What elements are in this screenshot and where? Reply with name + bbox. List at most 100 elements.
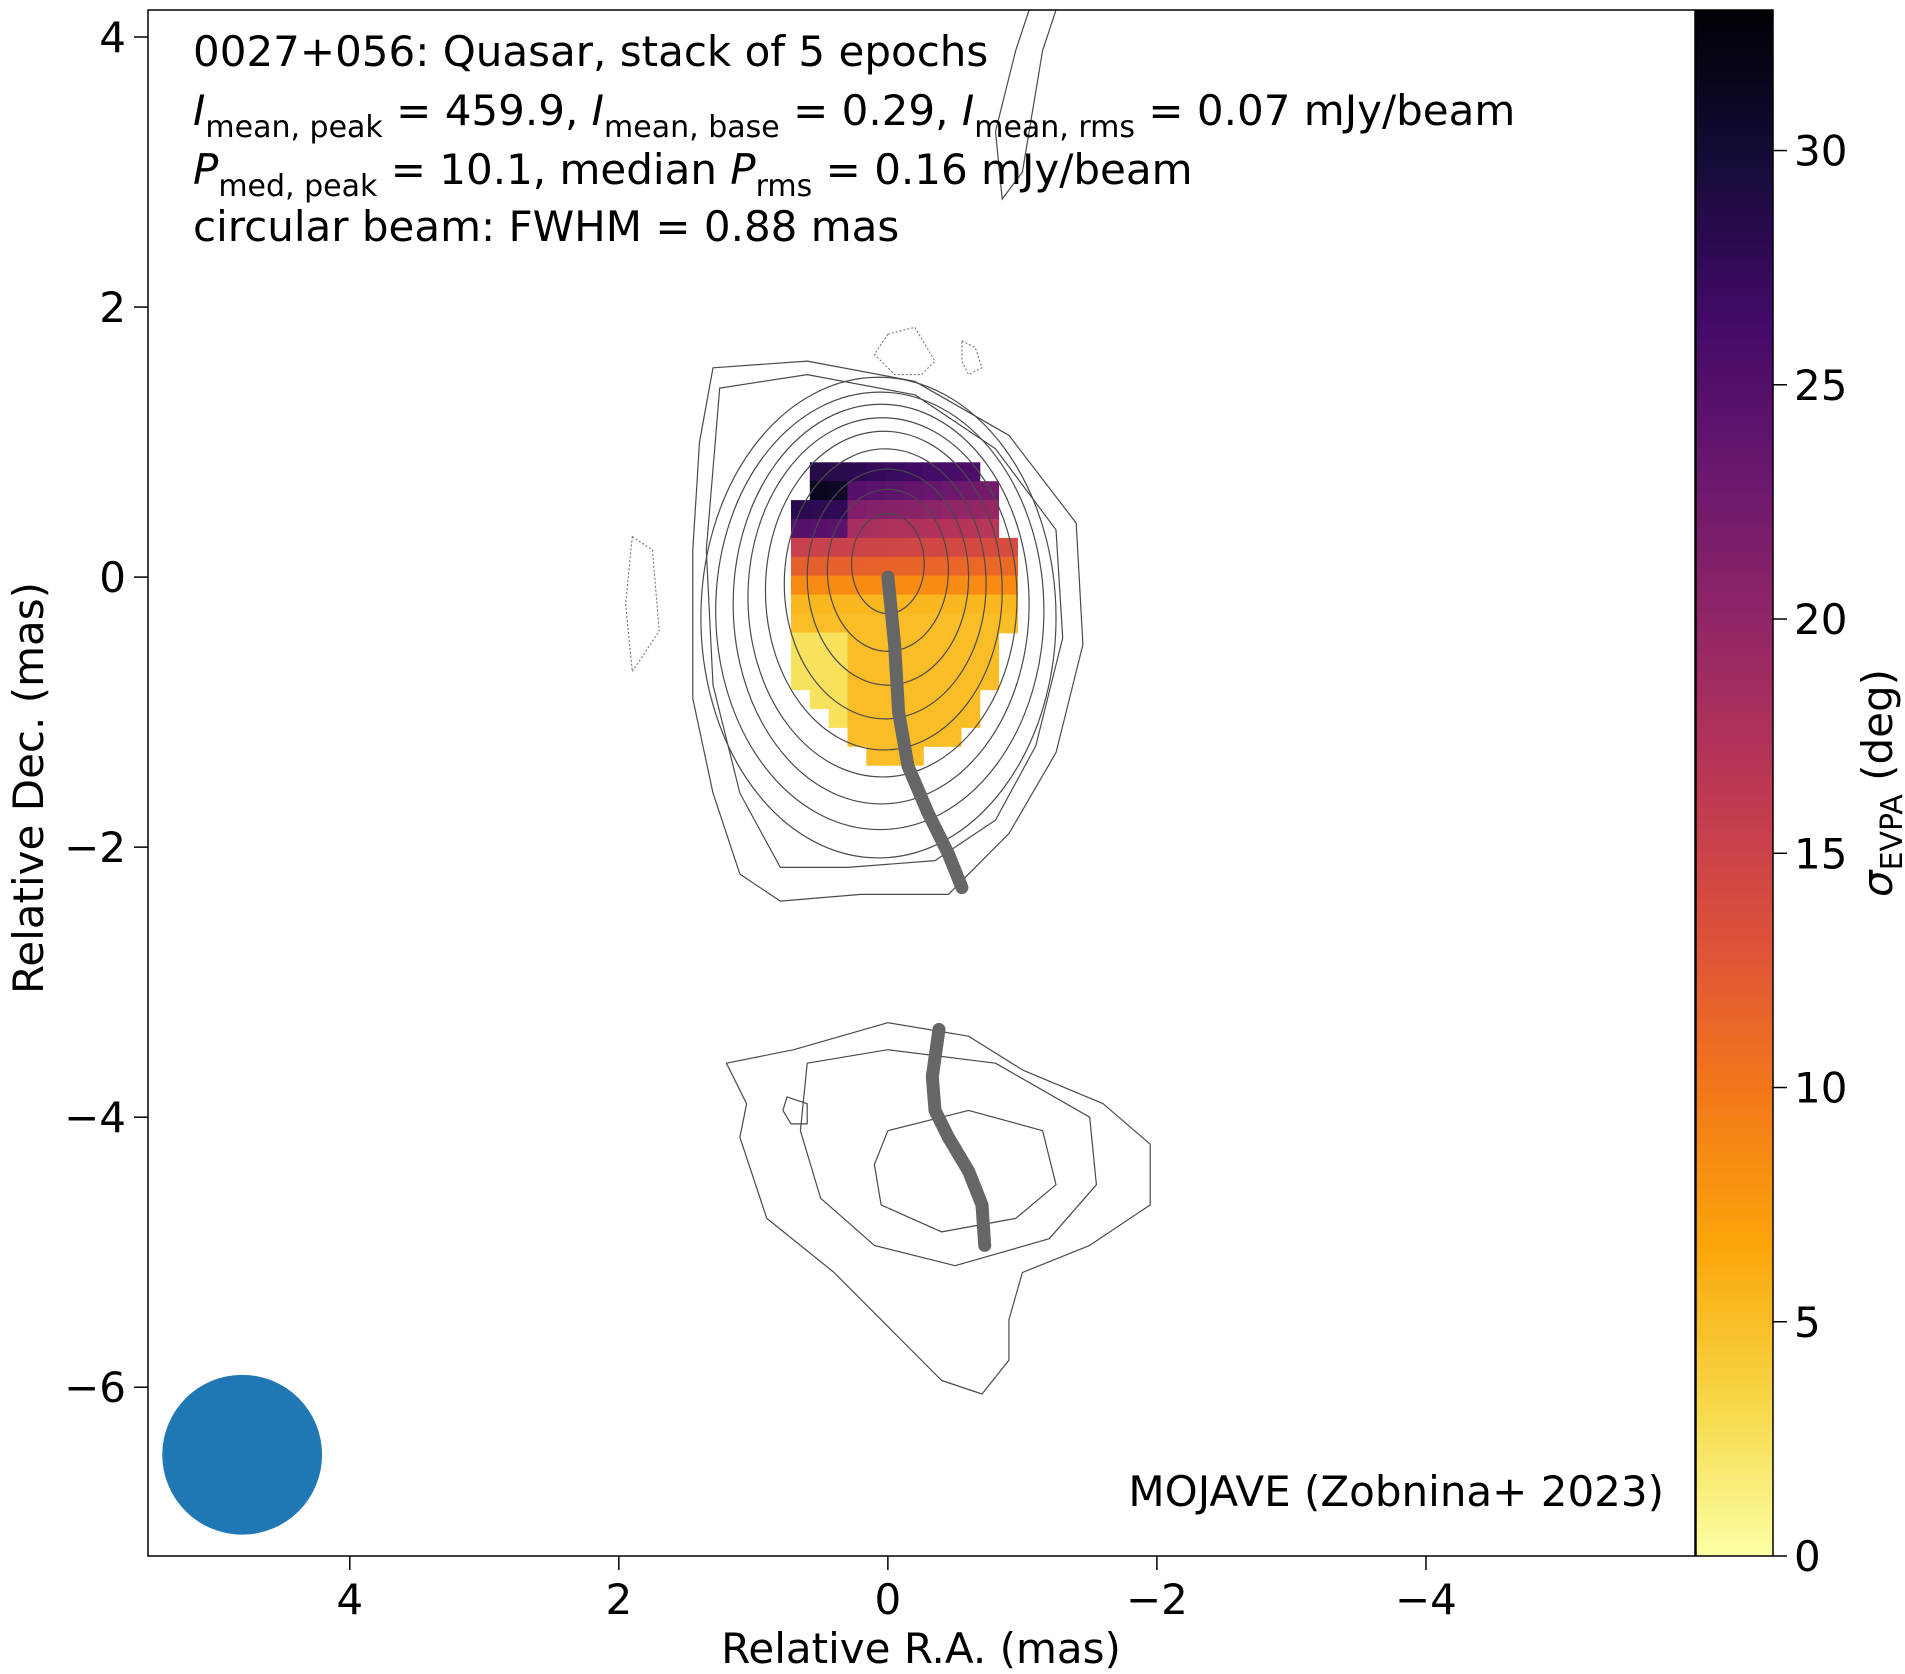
x-axis-label: Relative R.A. (mas): [721, 1624, 1121, 1673]
sigma-pixel: [979, 575, 1000, 596]
intensity-contour: [715, 391, 1045, 831]
x-axis: 4 2 0 −2 −4: [336, 1556, 1457, 1624]
intensity-contour: [732, 403, 1030, 805]
sigma-pixel: [828, 632, 849, 653]
sigma-pixel: [828, 594, 849, 615]
sigma-pixel: [866, 537, 887, 558]
sigma-pixel: [828, 689, 849, 709]
sigma-pixel: [941, 556, 962, 577]
annotation-line-4: circular beam: FWHM = 0.88 mas: [193, 202, 899, 251]
sigma-pixel: [828, 462, 849, 483]
sigma-pixel: [809, 519, 830, 539]
sigma-pixel: [941, 689, 962, 709]
intensity-contour: [826, 488, 950, 652]
sigma-pixel: [866, 632, 887, 653]
sigma-pixel: [847, 689, 868, 709]
x-tick-label: 2: [605, 1575, 632, 1624]
jet-ridge-line: [925, 1022, 992, 1252]
y-tick-label: −6: [64, 1363, 126, 1412]
intensity-contour: [692, 360, 1084, 902]
sigma-pixel: [979, 651, 1000, 672]
sigma-pixel: [791, 575, 811, 596]
x-tick-label: 4: [336, 1575, 363, 1624]
sigma-pixel: [828, 613, 849, 634]
sigma-pixel: [941, 651, 962, 672]
sigma-pixel: [847, 651, 868, 672]
sigma-pixel: [847, 537, 868, 558]
sigma-pixel: [866, 651, 887, 672]
sigma-pixel: [809, 651, 830, 672]
sigma-pixel: [809, 481, 830, 501]
sigma-pixel: [847, 500, 868, 520]
sigma-pixel: [941, 613, 962, 634]
colorbar-tick-label: 15: [1794, 829, 1847, 878]
x-tick-label: −4: [1395, 1575, 1457, 1624]
sigma-pixel: [885, 462, 905, 483]
sigma-pixel: [791, 613, 811, 634]
credit-label: MOJAVE (Zobnina+ 2023): [1128, 1467, 1664, 1516]
sigma-pixel: [866, 745, 887, 766]
sigma-pixel: [998, 613, 1018, 634]
y-tick-label: 0: [99, 553, 126, 602]
sigma-pixel: [904, 708, 924, 728]
sigma-pixel: [885, 537, 905, 558]
sigma-pixel: [847, 613, 868, 634]
sigma-pixel: [998, 594, 1018, 615]
sigma-pixel: [922, 632, 943, 653]
sigma-pixel: [941, 727, 962, 747]
sigma-pixel: [866, 519, 887, 539]
sigma-pixel: [941, 481, 962, 501]
sigma-pixel: [922, 481, 943, 501]
colorbar-tick-label: 25: [1794, 361, 1847, 410]
y-tick-label: −2: [64, 823, 126, 872]
sigma-pixel: [866, 689, 887, 709]
sigma-pixel: [960, 670, 981, 691]
sigma-pixel: [941, 670, 962, 691]
sigma-pixel: [866, 500, 887, 520]
sigma-pixel: [847, 670, 868, 691]
colorbar-tick-label: 5: [1794, 1298, 1821, 1347]
sigma-pixel: [922, 594, 943, 615]
colorbar-axis: 0 5 10 15 20 25 30: [1773, 127, 1847, 1581]
sigma-pixel: [809, 462, 830, 483]
sigma-pixel: [979, 594, 1000, 615]
sigma-pixel: [847, 632, 868, 653]
sigma-pixel: [791, 651, 811, 672]
sigma-pixel: [922, 462, 943, 483]
sigma-pixel: [979, 556, 1000, 577]
sigma-pixel: [960, 708, 981, 728]
sigma-pixel: [941, 594, 962, 615]
edge-contour: [994, 10, 1057, 201]
sigma-pixel: [979, 519, 1000, 539]
plot-frame: [147, 9, 1696, 1557]
intensity-contour: [700, 376, 1057, 859]
intensity-contour: [783, 448, 987, 720]
intensity-contour: [873, 1109, 1057, 1233]
colorbar-tick-label: 20: [1794, 595, 1847, 644]
sigma-pixel: [885, 481, 905, 501]
negative-contour: [625, 535, 660, 674]
y-axis-label: Relative Dec. (mas): [4, 582, 53, 994]
sigma-pixel: [904, 651, 924, 672]
sigma-pixel: [922, 556, 943, 577]
sigma-pixel: [904, 632, 924, 653]
sigma-pixel: [847, 519, 868, 539]
sigma-pixel: [809, 537, 830, 558]
sigma-pixel: [922, 689, 943, 709]
sigma-pixel: [904, 594, 924, 615]
annotation-line-3: Pmed, peak = 10.1, median Prms = 0.16 mJ…: [193, 145, 1193, 204]
sigma-pixel: [866, 575, 887, 596]
sigma-pixel: [866, 556, 887, 577]
y-axis: −6 −4 −2 0 2 4: [64, 13, 148, 1412]
sigma-pixel: [809, 594, 830, 615]
sigma-pixel: [847, 594, 868, 615]
sigma-pixel: [847, 708, 868, 728]
y-tick-label: 2: [99, 283, 126, 332]
x-tick-label: 0: [875, 1575, 902, 1624]
sigma-pixel: [866, 670, 887, 691]
beam-ellipse: [162, 1374, 323, 1535]
sigma-pixel: [922, 670, 943, 691]
sigma-pixel: [847, 462, 868, 483]
intensity-contour: [782, 1096, 808, 1125]
